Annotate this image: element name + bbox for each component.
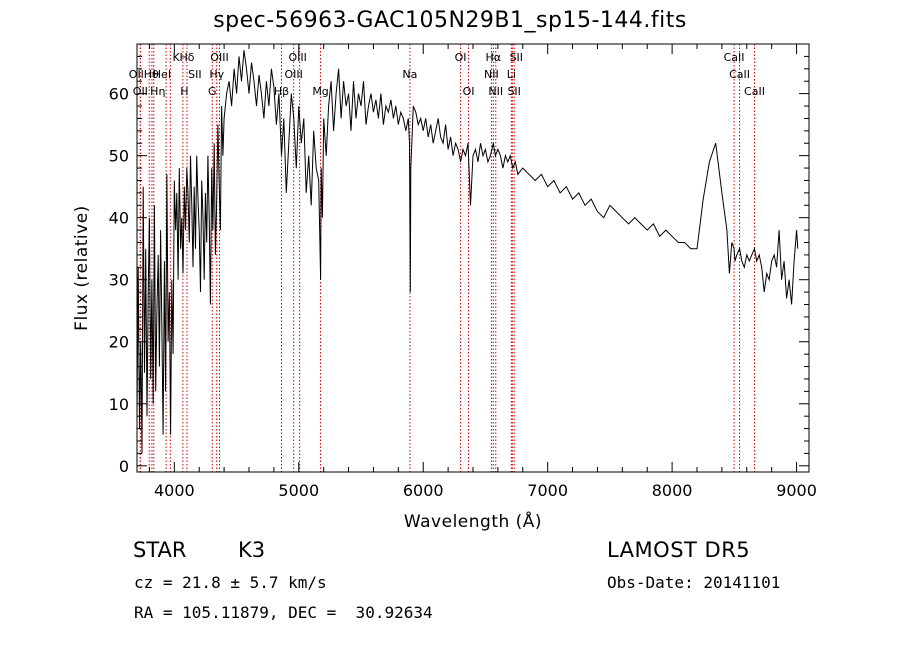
line-label-8: Hδ bbox=[180, 51, 195, 64]
line-label-14: OIII bbox=[288, 51, 306, 64]
y-tick-label-60: 60 bbox=[109, 85, 129, 104]
plot-frame bbox=[136, 43, 810, 473]
line-label-18: OI bbox=[463, 85, 475, 98]
line-label-6: H bbox=[180, 85, 188, 98]
x-tick-label-6000: 6000 bbox=[403, 481, 444, 500]
observation-date: Obs-Date: 20141101 bbox=[607, 573, 781, 592]
y-tick-label-30: 30 bbox=[109, 271, 129, 290]
line-label-20: Hα bbox=[486, 51, 502, 64]
line-label-23: SII bbox=[510, 51, 523, 64]
x-tick-label-7000: 7000 bbox=[527, 481, 568, 500]
line-label-16: Na bbox=[402, 68, 417, 81]
line-labels: HθOIIOIIHeIHηKHSIIHδGHγOIIIHβOIIIOIIIMgN… bbox=[129, 51, 765, 98]
y-tick-label-50: 50 bbox=[109, 147, 129, 166]
axis-ticks: 4000 5000 6000 7000 8000 9000 0 10 20 30 40 50 60 bbox=[109, 44, 817, 500]
line-label-21: NII bbox=[488, 85, 503, 98]
x-axis-label: Wavelength (Å) bbox=[403, 512, 543, 532]
line-label-4: Hη bbox=[150, 85, 165, 98]
line-label-19: NII bbox=[484, 68, 499, 81]
object-subclass: K3 bbox=[238, 538, 266, 562]
line-label-25: CaII bbox=[724, 51, 745, 64]
line-label-15: Mg bbox=[312, 85, 328, 98]
line-label-3: HeI bbox=[153, 68, 171, 81]
object-class: STAR bbox=[133, 538, 187, 562]
line-label-5: K bbox=[173, 51, 181, 64]
line-label-9: G bbox=[208, 85, 217, 98]
coordinates-readout: RA = 105.11879, DEC = 30.92634 bbox=[134, 603, 433, 622]
line-markers bbox=[139, 44, 755, 472]
y-tick-label-20: 20 bbox=[109, 333, 129, 352]
line-label-2: OII bbox=[133, 85, 148, 98]
x-tick-label-4000: 4000 bbox=[154, 481, 195, 500]
spectrum-line bbox=[136, 50, 799, 454]
line-label-11: OIII bbox=[210, 51, 228, 64]
line-label-7: SII bbox=[188, 68, 201, 81]
survey-name: LAMOST DR5 bbox=[607, 538, 751, 562]
line-label-26: CaII bbox=[729, 68, 750, 81]
chart-title: spec-56963-GAC105N29B1_sp15-144.fits bbox=[213, 8, 687, 33]
x-tick-label-8000: 8000 bbox=[652, 481, 693, 500]
line-label-27: CaII bbox=[744, 85, 765, 98]
line-label-13: OIII bbox=[284, 68, 302, 81]
line-label-12: Hβ bbox=[274, 85, 289, 98]
y-tick-label-10: 10 bbox=[109, 395, 129, 414]
line-label-0: Hθ bbox=[144, 68, 159, 81]
x-tick-label-9000: 9000 bbox=[776, 481, 817, 500]
line-label-24: SII bbox=[507, 85, 520, 98]
line-label-22: Li bbox=[507, 68, 516, 81]
line-label-1: OII bbox=[129, 68, 144, 81]
line-label-10: Hγ bbox=[209, 68, 224, 81]
x-tick-label-5000: 5000 bbox=[278, 481, 319, 500]
line-label-17: OI bbox=[455, 51, 467, 64]
y-axis-label: Flux (relative) bbox=[72, 205, 92, 331]
y-tick-label-0: 0 bbox=[119, 457, 129, 476]
y-tick-label-40: 40 bbox=[109, 209, 129, 228]
redshift-readout: cz = 21.8 ± 5.7 km/s bbox=[134, 573, 327, 592]
